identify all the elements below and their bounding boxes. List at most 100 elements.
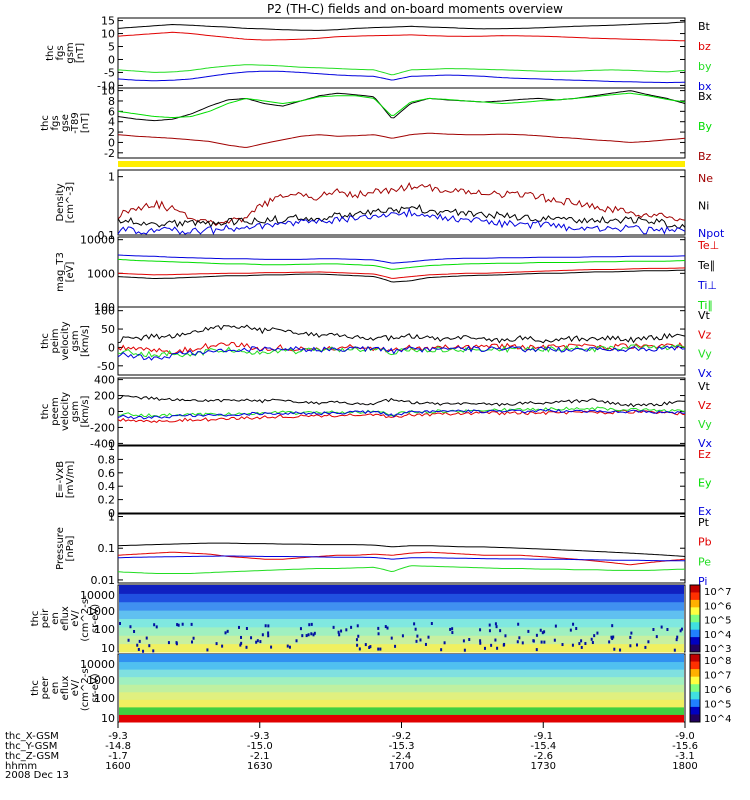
x-axis-block: thc_X-GSM -9.3 -9.3 -9.2 -9.1 -9.0 thc_Y-GSM -1… — [5, 722, 698, 781]
series-line-Npot — [117, 207, 686, 236]
colorbar-segment — [690, 676, 700, 685]
heatmap-cell — [237, 625, 240, 629]
y-tick-label: 10 — [101, 642, 115, 655]
x-tick-label: -9.3 — [108, 731, 128, 742]
y-axis-label: [nPa] — [65, 535, 76, 561]
heatmap-cell — [488, 629, 491, 633]
series-line-Ne — [117, 182, 686, 227]
x-tick-label: 1800 — [672, 761, 697, 772]
heatmap-cell — [191, 640, 194, 644]
legend-entry: Bx — [698, 90, 713, 103]
heatmap-band — [119, 618, 684, 628]
y-axis-label: -T89 — [70, 112, 81, 134]
x-tick-label: -1.7 — [108, 751, 128, 762]
heatmap-band — [119, 593, 684, 603]
series-line-Te⊥ — [117, 267, 686, 279]
heatmap-cell — [119, 622, 121, 625]
y-tick-label: 1 — [108, 440, 115, 453]
heatmap-cell — [494, 622, 497, 626]
heatmap-cell — [356, 624, 359, 628]
series-line-Bz — [117, 132, 686, 148]
heatmap-cell — [240, 635, 243, 639]
y-tick-label: 400 — [94, 374, 115, 387]
legend-entry: Ti⊥ — [697, 279, 717, 292]
panel-3: Density [cm^-3] 1 0.1 Ne Ni Npot — [55, 169, 725, 242]
heatmap-cell — [357, 634, 360, 638]
heatmap-cell — [543, 630, 546, 634]
heatmap-cell — [495, 625, 498, 629]
heatmap-cell — [267, 634, 270, 638]
y-axis-label: Pressure — [55, 527, 66, 570]
y-axis-label: [cm^-3] — [65, 182, 76, 223]
heatmap-cell — [345, 628, 348, 632]
y-axis-label: velocity — [60, 392, 71, 431]
series-line-bx — [117, 70, 685, 84]
y-tick-label: 2 — [108, 126, 115, 139]
colorbar-segment — [690, 585, 700, 593]
heatmap-cell — [377, 632, 380, 636]
colorbar-segment — [690, 669, 700, 678]
heatmap-cell — [255, 640, 258, 644]
colorbar-segment — [690, 622, 700, 631]
y-tick-label: -2 — [104, 147, 115, 160]
y-axis-label: gse — [60, 114, 71, 132]
y-axis-label: peir — [40, 608, 51, 628]
heatmap-cell — [177, 623, 180, 627]
heatmap-cell — [145, 636, 148, 640]
y-tick-label: 0.4 — [98, 480, 116, 493]
heatmap-cell — [308, 623, 311, 627]
legend-entry: Bt — [698, 20, 711, 33]
y-tick-label: 4 — [108, 116, 115, 129]
legend-entry: by — [698, 60, 712, 73]
status-bar — [118, 161, 685, 167]
heatmap-cell — [267, 624, 270, 628]
heatmap-cell — [590, 637, 593, 641]
heatmap-cell — [153, 623, 156, 627]
heatmap-cell — [414, 627, 417, 631]
y-axis-label: [eV] — [65, 262, 76, 283]
x-axis-row-label: thc_Y-GSM — [5, 741, 57, 752]
heatmap-cell — [516, 640, 519, 644]
y-tick-label: 10000 — [80, 234, 115, 247]
heatmap-cell — [206, 648, 209, 652]
y-axis-label: eflux — [60, 676, 71, 701]
series-line-Vx — [117, 408, 686, 420]
x-tick-label: -15.0 — [247, 741, 273, 752]
y-tick-label: 0.8 — [98, 453, 116, 466]
heatmap-cell — [133, 629, 136, 633]
heatmap-cell — [543, 640, 546, 644]
heatmap-cell — [301, 634, 304, 638]
heatmap-cell — [240, 641, 243, 645]
heatmap-cell — [129, 625, 132, 629]
heatmap-cell — [369, 645, 372, 649]
y-tick-label: 50 — [101, 323, 115, 336]
heatmap-cell — [155, 625, 158, 629]
heatmap-cell — [584, 641, 587, 645]
heatmap-cell — [611, 624, 614, 628]
heatmap-cell — [572, 622, 575, 626]
series-line-Ti∥ — [117, 258, 686, 270]
y-tick-label: -10 — [97, 79, 115, 92]
legend-entry: Te⊥ — [697, 239, 719, 252]
heatmap-cell — [267, 631, 270, 635]
y-axis-label: (cm^2-s- — [80, 595, 91, 642]
series-line-Vt — [117, 324, 686, 344]
y-tick-label: -200 — [90, 421, 115, 434]
heatmap-band — [119, 585, 684, 594]
y-axis-label: gsm — [65, 42, 76, 63]
heatmap-band — [119, 714, 684, 723]
y-axis-label: fgs — [50, 115, 61, 130]
heatmap-cell — [350, 625, 353, 629]
panel-10: thc peer en eflux eV/(cm^2-s-sr-eV) 10000 1000… — [30, 653, 731, 725]
heatmap-cell — [593, 634, 596, 638]
y-tick-label: -5 — [104, 66, 115, 79]
series-line-Vx — [117, 345, 686, 361]
series-line-Bt — [117, 21, 686, 31]
heatmap-cell — [313, 631, 316, 635]
heatmap-cell — [419, 638, 422, 642]
heatmap-cell — [386, 626, 389, 630]
heatmap-cell — [137, 647, 140, 651]
y-axis-label: (cm^2-s- — [80, 664, 91, 711]
y-tick-label: 0.1 — [98, 542, 116, 555]
